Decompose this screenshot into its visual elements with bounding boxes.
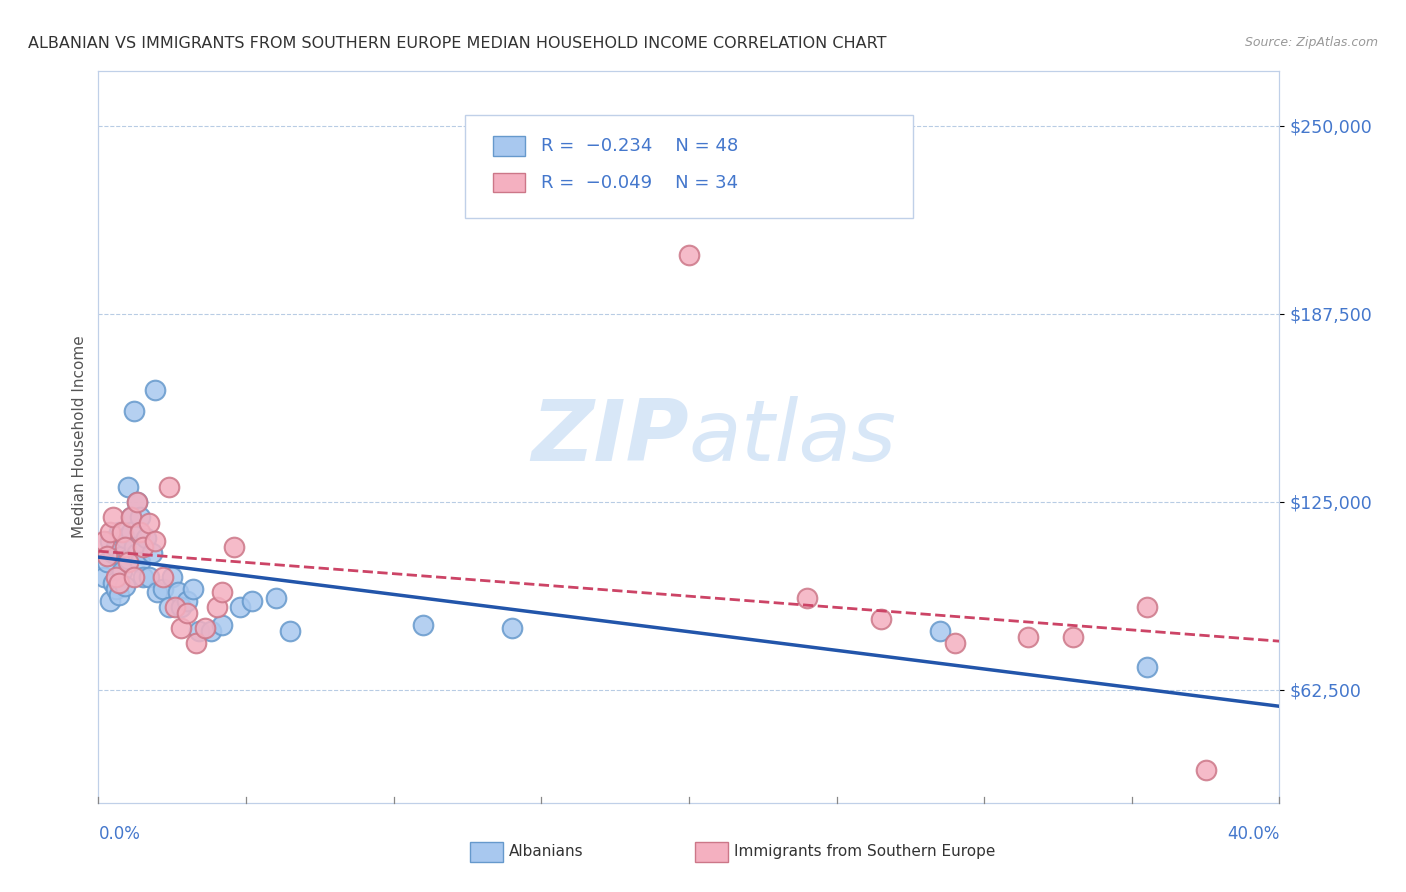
- FancyBboxPatch shape: [494, 136, 524, 156]
- Point: [170, 621, 193, 635]
- Point: [103, 509, 125, 524]
- Point: [1135, 660, 1157, 674]
- Text: Immigrants from Southern Europe: Immigrants from Southern Europe: [734, 845, 995, 859]
- Point: [138, 516, 160, 530]
- Point: [200, 624, 222, 639]
- Text: R =  −0.049    N = 34: R = −0.049 N = 34: [541, 174, 738, 192]
- Point: [176, 594, 198, 608]
- Point: [211, 618, 233, 632]
- Point: [103, 546, 125, 560]
- Point: [162, 570, 183, 584]
- FancyBboxPatch shape: [494, 173, 524, 193]
- Text: Albanians: Albanians: [509, 845, 583, 859]
- Point: [157, 600, 180, 615]
- Point: [678, 248, 700, 262]
- Point: [211, 585, 233, 599]
- Point: [1062, 630, 1084, 644]
- Point: [122, 404, 145, 418]
- Point: [128, 555, 150, 569]
- Point: [1017, 630, 1039, 644]
- FancyBboxPatch shape: [464, 115, 914, 218]
- Point: [120, 509, 142, 524]
- Point: [167, 585, 190, 599]
- Point: [114, 540, 136, 554]
- Point: [869, 612, 891, 626]
- Point: [105, 540, 128, 554]
- Point: [108, 576, 131, 591]
- Point: [105, 582, 128, 596]
- Text: ALBANIAN VS IMMIGRANTS FROM SOUTHERN EUROPE MEDIAN HOUSEHOLD INCOME CORRELATION : ALBANIAN VS IMMIGRANTS FROM SOUTHERN EUR…: [28, 36, 887, 51]
- Point: [176, 606, 198, 620]
- Point: [114, 579, 136, 593]
- Point: [108, 524, 131, 539]
- Point: [205, 600, 228, 615]
- Point: [120, 509, 142, 524]
- Y-axis label: Median Household Income: Median Household Income: [72, 335, 87, 539]
- Point: [170, 600, 193, 615]
- Text: atlas: atlas: [689, 395, 897, 479]
- Point: [98, 533, 121, 548]
- Point: [157, 480, 180, 494]
- Point: [194, 621, 217, 635]
- Point: [93, 533, 115, 548]
- Point: [278, 624, 302, 639]
- Point: [135, 531, 157, 545]
- Point: [108, 588, 131, 602]
- Point: [98, 594, 121, 608]
- Point: [117, 555, 139, 569]
- Point: [111, 549, 134, 563]
- Text: 0.0%: 0.0%: [98, 825, 141, 843]
- Point: [125, 495, 148, 509]
- Point: [181, 582, 204, 596]
- Point: [120, 524, 142, 539]
- Point: [111, 564, 134, 578]
- Point: [138, 570, 160, 584]
- Point: [96, 549, 118, 563]
- Text: 40.0%: 40.0%: [1227, 825, 1279, 843]
- Point: [184, 636, 207, 650]
- Point: [125, 495, 148, 509]
- Point: [796, 591, 818, 606]
- Text: ZIP: ZIP: [531, 395, 689, 479]
- Point: [141, 546, 163, 560]
- Text: Source: ZipAtlas.com: Source: ZipAtlas.com: [1244, 36, 1378, 49]
- Point: [111, 524, 134, 539]
- Point: [132, 540, 155, 554]
- Point: [128, 509, 150, 524]
- Point: [93, 570, 115, 584]
- Text: R =  −0.234    N = 48: R = −0.234 N = 48: [541, 137, 738, 155]
- Point: [128, 524, 150, 539]
- Point: [412, 618, 434, 632]
- Point: [143, 384, 166, 398]
- Point: [1195, 763, 1218, 777]
- Point: [132, 570, 155, 584]
- Point: [122, 540, 145, 554]
- Point: [224, 540, 246, 554]
- Point: [264, 591, 287, 606]
- Point: [240, 594, 263, 608]
- Point: [165, 600, 187, 615]
- Point: [114, 531, 136, 545]
- Point: [122, 570, 145, 584]
- Point: [1135, 600, 1157, 615]
- Point: [125, 546, 148, 560]
- Point: [117, 480, 139, 494]
- Point: [96, 555, 118, 569]
- Point: [928, 624, 950, 639]
- Point: [187, 624, 209, 639]
- Point: [143, 533, 166, 548]
- Point: [152, 582, 174, 596]
- Point: [152, 570, 174, 584]
- Point: [146, 585, 169, 599]
- Point: [103, 576, 125, 591]
- Point: [105, 570, 128, 584]
- Point: [501, 621, 523, 635]
- Point: [98, 524, 121, 539]
- Point: [943, 636, 966, 650]
- Point: [117, 552, 139, 566]
- Point: [229, 600, 252, 615]
